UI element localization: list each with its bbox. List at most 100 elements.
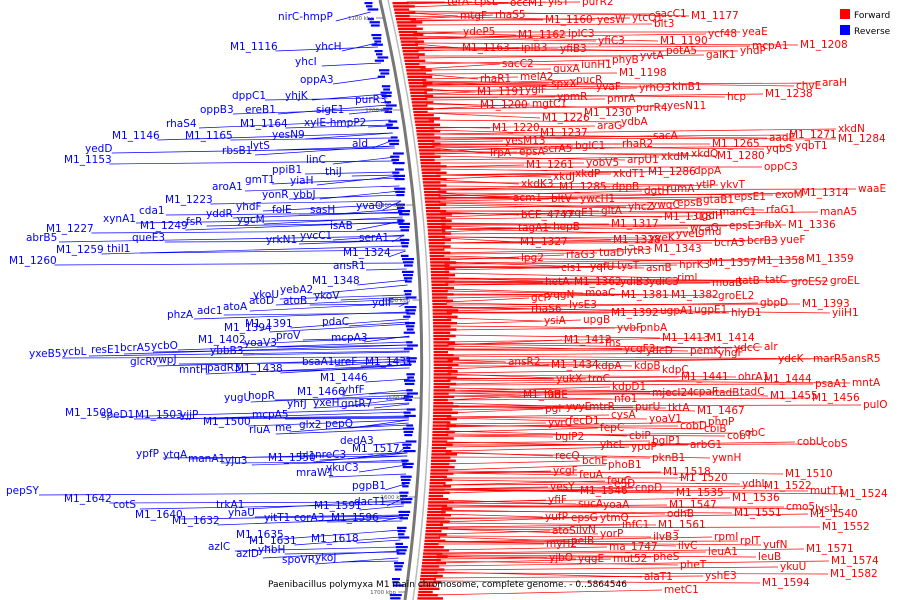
forward-gene-label: ydeP5 bbox=[463, 26, 495, 38]
forward-gene-label: potA5 bbox=[666, 45, 697, 57]
forward-leader-line bbox=[420, 63, 501, 70]
forward-feature-glyph bbox=[433, 373, 452, 376]
forward-gene-label: ansR2 bbox=[508, 356, 541, 368]
reverse-feature-glyph bbox=[395, 546, 408, 549]
reverse-feature-glyph bbox=[399, 514, 409, 517]
forward-feature-glyph bbox=[396, 18, 416, 21]
forward-gene-label: rfbX bbox=[760, 219, 782, 231]
forward-gene-label: alaT1 bbox=[644, 571, 673, 583]
forward-gene-label: M1_1359 bbox=[806, 253, 854, 265]
forward-leader-line bbox=[440, 513, 544, 518]
reverse-leader-line bbox=[388, 250, 406, 258]
reverse-gene-labels: nirC-hmpP M1_1116 yhcH yhcI oppA3 dppC1 yhjK pu… bbox=[6, 11, 413, 566]
reverse-feature-glyph bbox=[374, 59, 384, 62]
reverse-feature-glyph bbox=[397, 219, 405, 222]
forward-gene-label: ypmR bbox=[557, 91, 587, 103]
map-title: Paenibacillus polymyxa M1 main chromosom… bbox=[268, 580, 627, 590]
forward-leader-line bbox=[434, 156, 660, 161]
forward-gene-label: ytcQ1 bbox=[632, 12, 663, 24]
forward-leader-line bbox=[446, 417, 568, 422]
reverse-gene-label: pgpB1 bbox=[352, 480, 386, 492]
reverse-feature-glyph bbox=[392, 171, 400, 174]
forward-leader-line bbox=[446, 294, 620, 299]
reverse-gene-label: purR3 bbox=[355, 94, 387, 106]
forward-feature-glyph bbox=[415, 126, 435, 130]
forward-gene-label: M1_1414 bbox=[707, 332, 755, 344]
forward-gene-label: rhaS5 bbox=[495, 9, 526, 21]
forward-feature-glyph bbox=[431, 443, 453, 446]
reverse-feature-glyph bbox=[388, 120, 398, 123]
forward-gene-label: M1_1535 bbox=[676, 487, 724, 499]
reverse-feature-glyph bbox=[364, 2, 373, 5]
forward-gene-label: ytlP bbox=[696, 179, 716, 191]
reverse-feature-glyph bbox=[399, 491, 409, 494]
forward-gene-label: ycgF3 bbox=[624, 343, 655, 355]
forward-leader-line bbox=[442, 499, 602, 506]
reverse-gene-label: M1_1509 bbox=[65, 407, 113, 419]
forward-leader-line bbox=[444, 264, 678, 271]
reverse-gene-label: bsaA1 bbox=[302, 356, 334, 368]
forward-leader-line bbox=[447, 325, 639, 329]
reverse-leader-line bbox=[335, 11, 371, 22]
forward-leader-line bbox=[438, 194, 702, 201]
forward-gene-label: eSD bbox=[614, 478, 635, 490]
tick-label: 1100 kbp bbox=[348, 16, 374, 22]
reverse-feature-glyph bbox=[397, 526, 407, 529]
reverse-feature-glyph bbox=[398, 210, 410, 213]
forward-gene-label: fhs bbox=[605, 337, 621, 349]
forward-leader-line bbox=[446, 414, 610, 418]
reverse-feature-glyph bbox=[381, 85, 391, 88]
forward-gene-label: tatB bbox=[738, 275, 760, 287]
forward-gene-label: hlyD1 bbox=[731, 307, 762, 319]
reverse-feature-glyph bbox=[402, 462, 414, 465]
reverse-gene-label: dacT1 bbox=[354, 496, 386, 508]
forward-feature-glyph bbox=[433, 366, 453, 370]
forward-feature-glyph bbox=[430, 475, 447, 478]
forward-feature-glyph bbox=[410, 94, 434, 98]
forward-feature-glyph bbox=[433, 411, 458, 414]
forward-gene-label: ydcK bbox=[778, 353, 805, 365]
forward-leader-line bbox=[432, 143, 621, 146]
forward-feature-glyph bbox=[433, 398, 448, 402]
forward-gene-label: xkdQ bbox=[691, 148, 718, 160]
forward-gene-label: yjbO bbox=[549, 552, 573, 564]
forward-feature-glyph bbox=[423, 549, 450, 552]
forward-gene-label: occM1 bbox=[510, 0, 544, 9]
forward-gene-label: ydcC bbox=[734, 342, 760, 354]
forward-leader-line bbox=[445, 446, 630, 452]
forward-gene-label: rhaR1 bbox=[480, 73, 511, 85]
reverse-leader-line bbox=[61, 356, 410, 359]
forward-feature-glyph bbox=[424, 539, 446, 542]
reverse-feature-glyph bbox=[403, 347, 414, 350]
forward-feature-glyph bbox=[400, 40, 424, 43]
forward-feature-glyph bbox=[433, 354, 454, 357]
forward-feature-glyph bbox=[421, 168, 441, 171]
reverse-leader-line bbox=[254, 145, 395, 156]
forward-gene-label: phoB1 bbox=[608, 459, 642, 471]
forward-gene-label: ma_1747 bbox=[609, 541, 658, 553]
reverse-leader-line bbox=[334, 359, 410, 367]
forward-gene-label: M1_1220 bbox=[492, 122, 540, 134]
forward-gene-label: yukX bbox=[556, 373, 582, 385]
forward-feature-glyph bbox=[432, 302, 447, 306]
reverse-leader-line bbox=[359, 505, 404, 511]
forward-feature-glyph bbox=[399, 34, 424, 37]
forward-leader-line bbox=[447, 383, 814, 386]
forward-leader-line bbox=[440, 211, 819, 215]
forward-leader-line bbox=[408, 10, 690, 17]
reverse-leader-line bbox=[135, 218, 403, 224]
forward-gene-label: purR2 bbox=[582, 0, 614, 8]
reverse-leader-line bbox=[109, 160, 397, 165]
forward-feature-glyph bbox=[393, 5, 415, 8]
reverse-gene-label: M1_1517 bbox=[352, 443, 400, 455]
reverse-feature-glyph bbox=[404, 293, 412, 296]
forward-leader-line bbox=[436, 554, 757, 558]
reverse-gene-label: yhfJ bbox=[287, 398, 307, 410]
reverse-leader-line bbox=[363, 335, 410, 343]
forward-feature-glyph bbox=[433, 338, 450, 341]
reverse-feature-glyph bbox=[401, 245, 409, 248]
forward-gene-label: M1_1382 bbox=[671, 289, 719, 301]
forward-gene-label: yoaA bbox=[603, 499, 630, 511]
forward-gene-label: yvbF bbox=[617, 322, 642, 334]
forward-gene-label: yvqE1 bbox=[562, 207, 594, 219]
